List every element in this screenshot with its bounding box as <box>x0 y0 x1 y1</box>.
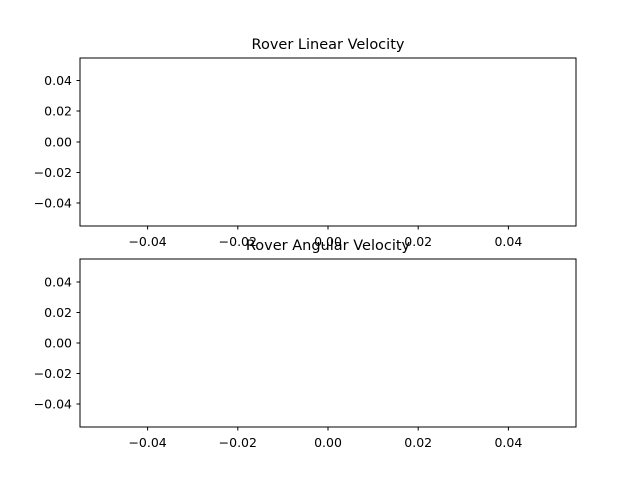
linear-velocity-x-tick-label: −0.02 <box>219 234 257 249</box>
angular-velocity-x-tick-label: 0.02 <box>404 435 432 450</box>
linear-velocity-axes: 0.04 0.02 0.00 −0.02 −0.04 −0.04 −0.02 0… <box>34 57 577 249</box>
linear-velocity-y-tick-label: 0.04 <box>44 73 72 88</box>
linear-velocity-x-tick-label: −0.04 <box>128 234 166 249</box>
linear-velocity-plot-area <box>79 57 577 227</box>
linear-velocity-title: Rover Linear Velocity <box>252 37 405 53</box>
angular-velocity-x-tick-label: 0.04 <box>494 435 522 450</box>
linear-velocity-x-ticks: −0.04 −0.02 0.00 0.02 0.04 <box>128 226 522 249</box>
linear-velocity-x-tick-label: 0.04 <box>494 234 522 249</box>
angular-velocity-x-tick-label: −0.04 <box>128 435 166 450</box>
linear-velocity-x-tick-label: 0.00 <box>314 234 342 249</box>
angular-velocity-title: Rover Angular Velocity <box>246 238 411 254</box>
linear-velocity-y-tick-label: −0.04 <box>34 196 72 211</box>
angular-velocity-y-tick-label: −0.02 <box>34 366 72 381</box>
angular-velocity-x-tick-label: 0.00 <box>314 435 342 450</box>
angular-velocity-axes: 0.04 0.02 0.00 −0.02 −0.04 −0.04 −0.02 0… <box>34 258 577 450</box>
linear-velocity-subplot: Rover Linear Velocity 0.04 0.02 0.00 −0.… <box>34 37 577 249</box>
angular-velocity-y-ticks: 0.04 0.02 0.00 −0.02 −0.04 <box>34 275 80 412</box>
angular-velocity-y-tick-label: 0.04 <box>44 275 72 290</box>
linear-velocity-y-tick-label: 0.00 <box>44 135 72 150</box>
angular-velocity-y-tick-label: 0.00 <box>44 336 72 351</box>
angular-velocity-y-tick-label: 0.02 <box>44 305 72 320</box>
angular-velocity-y-tick-label: −0.04 <box>34 397 72 412</box>
linear-velocity-y-tick-label: 0.02 <box>44 104 72 119</box>
angular-velocity-x-ticks: −0.04 −0.02 0.00 0.02 0.04 <box>128 427 522 450</box>
angular-velocity-x-tick-label: −0.02 <box>219 435 257 450</box>
linear-velocity-y-tick-label: −0.02 <box>34 165 72 180</box>
linear-velocity-x-tick-label: 0.02 <box>404 234 432 249</box>
angular-velocity-subplot: 0.04 0.02 0.00 −0.02 −0.04 −0.04 −0.02 0… <box>34 238 577 450</box>
angular-velocity-plot-area <box>79 258 577 428</box>
linear-velocity-y-ticks: 0.04 0.02 0.00 −0.02 −0.04 <box>34 73 80 211</box>
